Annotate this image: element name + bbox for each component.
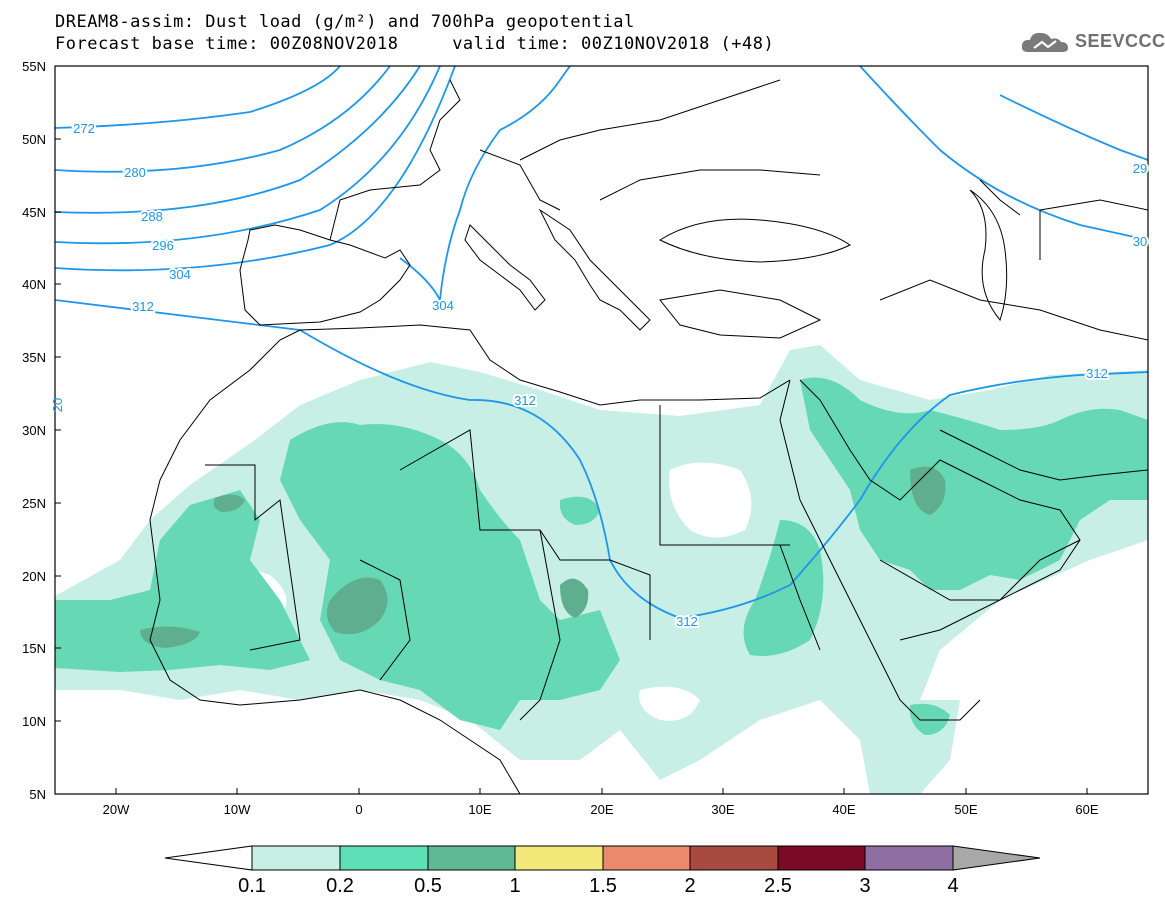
colorbar-tick: 4 bbox=[947, 875, 958, 897]
colorbar-lower-arrow bbox=[164, 845, 253, 871]
contour-label: 296 bbox=[152, 238, 174, 253]
contour-label: 304 bbox=[169, 267, 191, 282]
lat-label: 10N bbox=[22, 714, 46, 729]
lon-label: 0 bbox=[355, 802, 362, 817]
colorbar-swatch bbox=[689, 845, 779, 871]
lon-label: 20E bbox=[590, 802, 613, 817]
colorbar-upper-arrow bbox=[952, 845, 1041, 871]
lat-label: 40N bbox=[22, 277, 46, 292]
contour-label: 312 bbox=[514, 393, 536, 408]
contour-label: 20 bbox=[50, 398, 65, 412]
colorbar-swatch bbox=[339, 845, 429, 871]
lon-label: 10W bbox=[224, 802, 251, 817]
contour-label: 312 bbox=[676, 614, 698, 629]
contour-labels: 272 280 288 296 304 312 304 312 312 312 … bbox=[50, 119, 1149, 631]
colorbar-tick: 3 bbox=[859, 875, 870, 897]
forecast-times: Forecast base time: 00Z08NOV2018 valid t… bbox=[55, 34, 775, 54]
lon-label: 40E bbox=[832, 802, 855, 817]
contour-label: 312 bbox=[132, 299, 154, 314]
colorbar-swatch bbox=[864, 845, 954, 871]
geopotential-contours bbox=[55, 66, 1148, 619]
latitude-axis bbox=[55, 65, 61, 795]
longitude-axis bbox=[115, 788, 1088, 794]
lat-label: 30N bbox=[22, 423, 46, 438]
map-title: DREAM8-assim: Dust load (g/m²) and 700hP… bbox=[55, 12, 635, 32]
colorbar-ticks: 0.1 0.2 0.5 1 1.5 2 2.5 3 4 bbox=[238, 875, 958, 897]
lon-label: 20W bbox=[103, 802, 130, 817]
colorbar-swatch bbox=[251, 845, 341, 871]
colorbar-swatch bbox=[514, 845, 604, 871]
colorbar-tick: 0.5 bbox=[414, 875, 442, 897]
colorbar-tick: 2.5 bbox=[764, 875, 792, 897]
colorbar-swatch bbox=[602, 845, 691, 871]
contour-label: 304 bbox=[432, 298, 454, 313]
colorbar-tick: 2 bbox=[684, 875, 695, 897]
colorbar-swatch bbox=[777, 845, 866, 871]
lat-label: 5N bbox=[29, 787, 46, 802]
colorbar-tick: 0.2 bbox=[326, 875, 354, 897]
contour-label: 280 bbox=[124, 165, 146, 180]
colorbar bbox=[164, 845, 1041, 871]
contour-label: 30 bbox=[1133, 234, 1147, 249]
map-area bbox=[55, 66, 1148, 794]
lat-label: 55N bbox=[22, 59, 46, 74]
contour-label: 312 bbox=[1086, 366, 1108, 381]
colorbar-tick: 1 bbox=[509, 875, 520, 897]
lon-label: 60E bbox=[1075, 802, 1098, 817]
colorbar-swatch bbox=[427, 845, 516, 871]
lat-label: 50N bbox=[22, 132, 46, 147]
contour-label: 288 bbox=[141, 209, 163, 224]
colorbar-tick: 1.5 bbox=[589, 875, 617, 897]
lat-label: 20N bbox=[22, 569, 46, 584]
contour-label: 272 bbox=[73, 121, 95, 136]
contour-label: 29 bbox=[1133, 161, 1147, 176]
lat-label: 45N bbox=[22, 205, 46, 220]
dust-dark-band bbox=[140, 466, 946, 648]
colorbar-tick: 0.1 bbox=[238, 875, 266, 897]
dust-medium-band bbox=[55, 377, 1148, 735]
lat-label: 15N bbox=[22, 641, 46, 656]
cloud-icon bbox=[1021, 32, 1068, 52]
logo-text: SEEVCCC bbox=[1075, 31, 1165, 51]
lat-label: 25N bbox=[22, 496, 46, 511]
lon-label: 10E bbox=[468, 802, 491, 817]
lon-label: 30E bbox=[711, 802, 734, 817]
lat-label: 35N bbox=[22, 350, 46, 365]
seevccc-logo: SEEVCCC bbox=[1020, 28, 1165, 56]
lon-label: 50E bbox=[954, 802, 977, 817]
coastlines-borders bbox=[149, 79, 1148, 794]
